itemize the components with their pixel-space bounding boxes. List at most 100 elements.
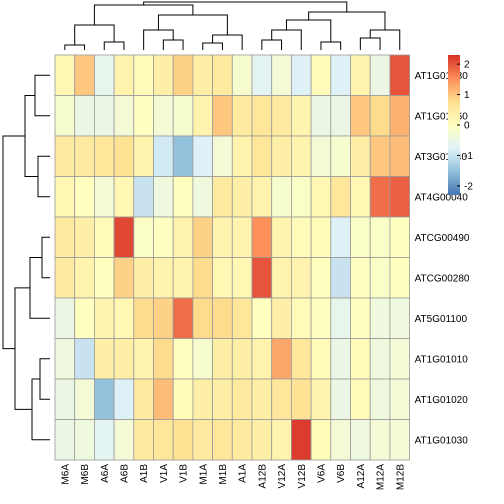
heatmap-cell [172, 54, 194, 96]
heatmap-cell [94, 54, 115, 96]
dendrogram-branch [320, 41, 342, 50]
heatmap-cell [133, 95, 154, 137]
heatmap-cell [310, 95, 332, 137]
heatmap-cell [54, 135, 76, 177]
colorbar-tick-label: 2 [464, 60, 470, 71]
heatmap-cell [310, 54, 332, 96]
column-label: M1B [218, 464, 229, 485]
dendrogram-branch [2, 135, 25, 350]
heatmap-cell [192, 338, 213, 380]
heatmap-cell [350, 419, 371, 461]
heatmap-cell [251, 297, 273, 339]
heatmap-cell [389, 95, 410, 137]
row-label: AT1G01030 [415, 435, 469, 446]
heatmap-cell [192, 378, 213, 420]
heatmap-cell [74, 257, 95, 299]
heatmap-cell [369, 297, 391, 339]
heatmap-cell [389, 419, 410, 461]
heatmap-cell [113, 135, 135, 177]
heatmap-cell [94, 297, 115, 339]
column-label: M12B [395, 464, 406, 490]
heatmap-cell [153, 257, 174, 299]
heatmap-cell [231, 135, 253, 177]
heatmap-cell [54, 378, 76, 420]
heatmap-cell [54, 419, 76, 461]
heatmap-cell [251, 419, 273, 461]
heatmap-cell [113, 216, 135, 258]
heatmap-cell [94, 95, 115, 137]
heatmap-cell [251, 95, 273, 137]
heatmap-cell [369, 378, 391, 420]
heatmap-cell [290, 54, 312, 96]
heatmap-cell [54, 297, 76, 339]
heatmap-cell [310, 257, 332, 299]
heatmap-cell [231, 297, 253, 339]
heatmap-cell [74, 176, 95, 218]
heatmap-cell [54, 257, 76, 299]
column-label: V12B [297, 464, 308, 489]
heatmap-cell [94, 176, 115, 218]
dendrogram-branch [162, 39, 184, 50]
heatmap-cell [310, 378, 332, 420]
column-label: A1B [139, 464, 150, 483]
heatmap-cell [310, 176, 332, 218]
column-label: A1A [238, 464, 249, 483]
heatmap-cell [133, 176, 154, 218]
dendrogram-branch [359, 37, 381, 50]
heatmap-cell [330, 54, 351, 96]
heatmap-cell [153, 297, 174, 339]
column-label: V6B [336, 464, 347, 483]
heatmap-cell [271, 54, 292, 96]
heatmap-cell [54, 338, 76, 380]
column-label: V1A [159, 464, 170, 483]
heatmap-cell [330, 135, 351, 177]
heatmap-cell [54, 95, 76, 137]
heatmap-cell [113, 176, 135, 218]
row-label: AT3G01140 [415, 152, 468, 163]
heatmap-cell [310, 297, 332, 339]
heatmap-cell [113, 419, 135, 461]
heatmap-cell [271, 257, 292, 299]
heatmap-cell [192, 257, 213, 299]
heatmap-cell [172, 297, 194, 339]
heatmap-cell [389, 176, 410, 218]
row-label: ATCG00490 [415, 233, 470, 244]
column-label: A12A [356, 464, 367, 489]
heatmap-cell [231, 216, 253, 258]
heatmap-cell [133, 135, 154, 177]
heatmap-cell [192, 297, 213, 339]
heatmap-cell [369, 176, 391, 218]
heatmap-cell [231, 54, 253, 96]
heatmap-cell [133, 419, 154, 461]
heatmap-cell [192, 54, 213, 96]
heatmap-cell [172, 135, 194, 177]
heatmap-cell [271, 338, 292, 380]
heatmap-cell [172, 257, 194, 299]
heatmap-cell [290, 176, 312, 218]
heatmap-cell [310, 338, 332, 380]
heatmap-cell [74, 54, 95, 96]
heatmap-cell [290, 216, 312, 258]
heatmap-cell [251, 338, 273, 380]
heatmap-cell [54, 176, 76, 218]
heatmap-cell [290, 297, 312, 339]
heatmap-cell [74, 419, 95, 461]
colorbar-tick-label: 0 [464, 121, 470, 132]
heatmap-cell [113, 95, 135, 137]
heatmap-cell [212, 297, 233, 339]
heatmap-cell [271, 135, 292, 177]
heatmap-cell [113, 338, 135, 380]
heatmap-cell [251, 257, 273, 299]
heatmap-cell [172, 419, 194, 461]
heatmap-cell [330, 338, 351, 380]
heatmap-cell [350, 216, 371, 258]
column-label: V6A [316, 464, 327, 483]
heatmap-cell [290, 338, 312, 380]
dendrogram-branch [103, 41, 125, 50]
heatmap-cell [192, 135, 213, 177]
heatmap-cell [310, 419, 332, 461]
colorbar [448, 55, 460, 195]
heatmap-cell [271, 95, 292, 137]
heatmap-cell [153, 54, 174, 96]
